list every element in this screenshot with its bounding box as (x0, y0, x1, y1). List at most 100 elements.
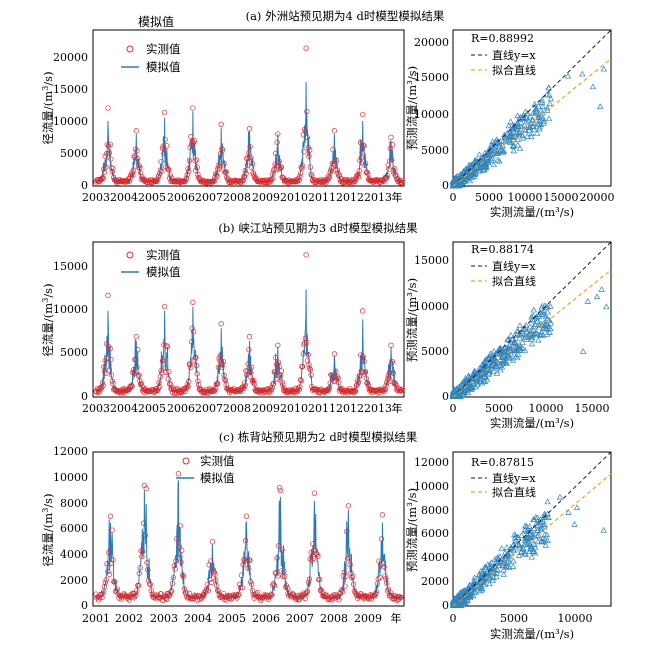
scatter-point (504, 351, 511, 358)
scatter-point (547, 95, 555, 102)
observed-point (243, 170, 249, 177)
observed-point (216, 166, 222, 172)
observed-point (246, 334, 253, 340)
observed-point (381, 564, 387, 570)
observed-point (270, 381, 276, 387)
scatter-point (518, 532, 525, 538)
observed-point (249, 588, 256, 594)
y-tick-label: 10000 (53, 115, 88, 128)
observed-point (365, 171, 371, 177)
scatter-point (538, 328, 545, 335)
scatter-point (530, 525, 538, 532)
observed-point (157, 167, 164, 173)
observed-point (98, 592, 104, 598)
observed-point (221, 160, 227, 167)
panel-a-sc-frame (452, 29, 612, 187)
panel-c-ts-series (93, 471, 404, 603)
scatter-point (480, 575, 487, 581)
scatter-point (490, 367, 497, 374)
scatter-point (519, 345, 526, 351)
y-tick-label: 5000 (60, 346, 88, 359)
scatter-point (459, 599, 467, 605)
scatter-point (507, 131, 515, 138)
observed-point (195, 378, 201, 384)
scatter-point (540, 332, 547, 338)
observed-point (293, 595, 300, 602)
observed-point (145, 567, 151, 573)
observed-point (391, 166, 398, 172)
observed-point (398, 387, 405, 393)
observed-point (359, 149, 365, 156)
y-tick-label: 4000 (421, 551, 449, 564)
scatter-point (493, 573, 500, 580)
scatter-point (526, 534, 534, 541)
legend-simulated-label: 模拟值 (146, 60, 181, 74)
scatter-point (459, 600, 467, 607)
x-tick-label: 10000 (508, 191, 543, 204)
scatter-point (457, 386, 464, 393)
observed-point (303, 45, 309, 51)
observed-point (143, 485, 149, 492)
observed-point (278, 368, 285, 374)
x-tick-label: 2008 (223, 191, 251, 204)
observed-point (193, 167, 199, 173)
observed-point (359, 369, 365, 375)
scatter-point (536, 123, 543, 130)
scatter-point (540, 115, 547, 121)
scatter-point (494, 138, 501, 145)
observed-point (309, 172, 315, 179)
scatter-point (543, 325, 551, 332)
observed-point (393, 172, 399, 178)
scatter-point (528, 336, 536, 342)
observed-point (311, 490, 318, 496)
scatter-point (520, 134, 527, 141)
observed-point (100, 383, 106, 389)
scatter-point (530, 317, 537, 324)
scatter-point (544, 308, 551, 315)
observed-point (389, 142, 396, 148)
scatter-point (493, 150, 500, 156)
observed-point (296, 387, 302, 393)
observed-point (167, 381, 173, 387)
observed-point (108, 372, 115, 378)
identity-line (452, 451, 612, 607)
scatter-point (507, 331, 515, 338)
observed-point (355, 174, 362, 180)
observed-point (193, 362, 200, 369)
x-suffix-label: 年 (392, 190, 403, 204)
observed-point (280, 573, 286, 579)
scatter-point (471, 157, 479, 164)
observed-point (108, 356, 114, 363)
observed-point (336, 380, 342, 386)
observed-point (108, 560, 114, 566)
scatter-point (481, 358, 489, 365)
observed-point (136, 372, 142, 378)
scatter-point (503, 360, 511, 367)
observed-point (248, 369, 254, 376)
scatter-point (455, 180, 463, 187)
observed-point (361, 143, 367, 149)
observed-point (104, 355, 110, 361)
y-tick-label: 2000 (421, 575, 449, 588)
observed-point (179, 547, 185, 553)
scatter-point (522, 522, 529, 529)
observed-point (241, 380, 248, 386)
legend-fit-label: 拟合直线 (492, 274, 536, 288)
observed-point (248, 579, 254, 585)
observed-point (140, 520, 147, 526)
observed-point (103, 164, 109, 170)
observed-point (274, 139, 280, 145)
observed-point (389, 359, 396, 365)
scatter-point (534, 514, 541, 521)
observed-point (220, 593, 226, 600)
scatter-point (571, 520, 578, 527)
scatter-point (522, 322, 530, 328)
observed-point (279, 547, 285, 553)
scatter-point (452, 599, 459, 606)
y-tick-label: 10000 (414, 480, 449, 493)
observed-point (147, 581, 154, 588)
observed-point (342, 583, 348, 589)
scatter-xlabel: 实测流量/(m³/s) (490, 627, 574, 641)
scatter-point (507, 118, 514, 125)
